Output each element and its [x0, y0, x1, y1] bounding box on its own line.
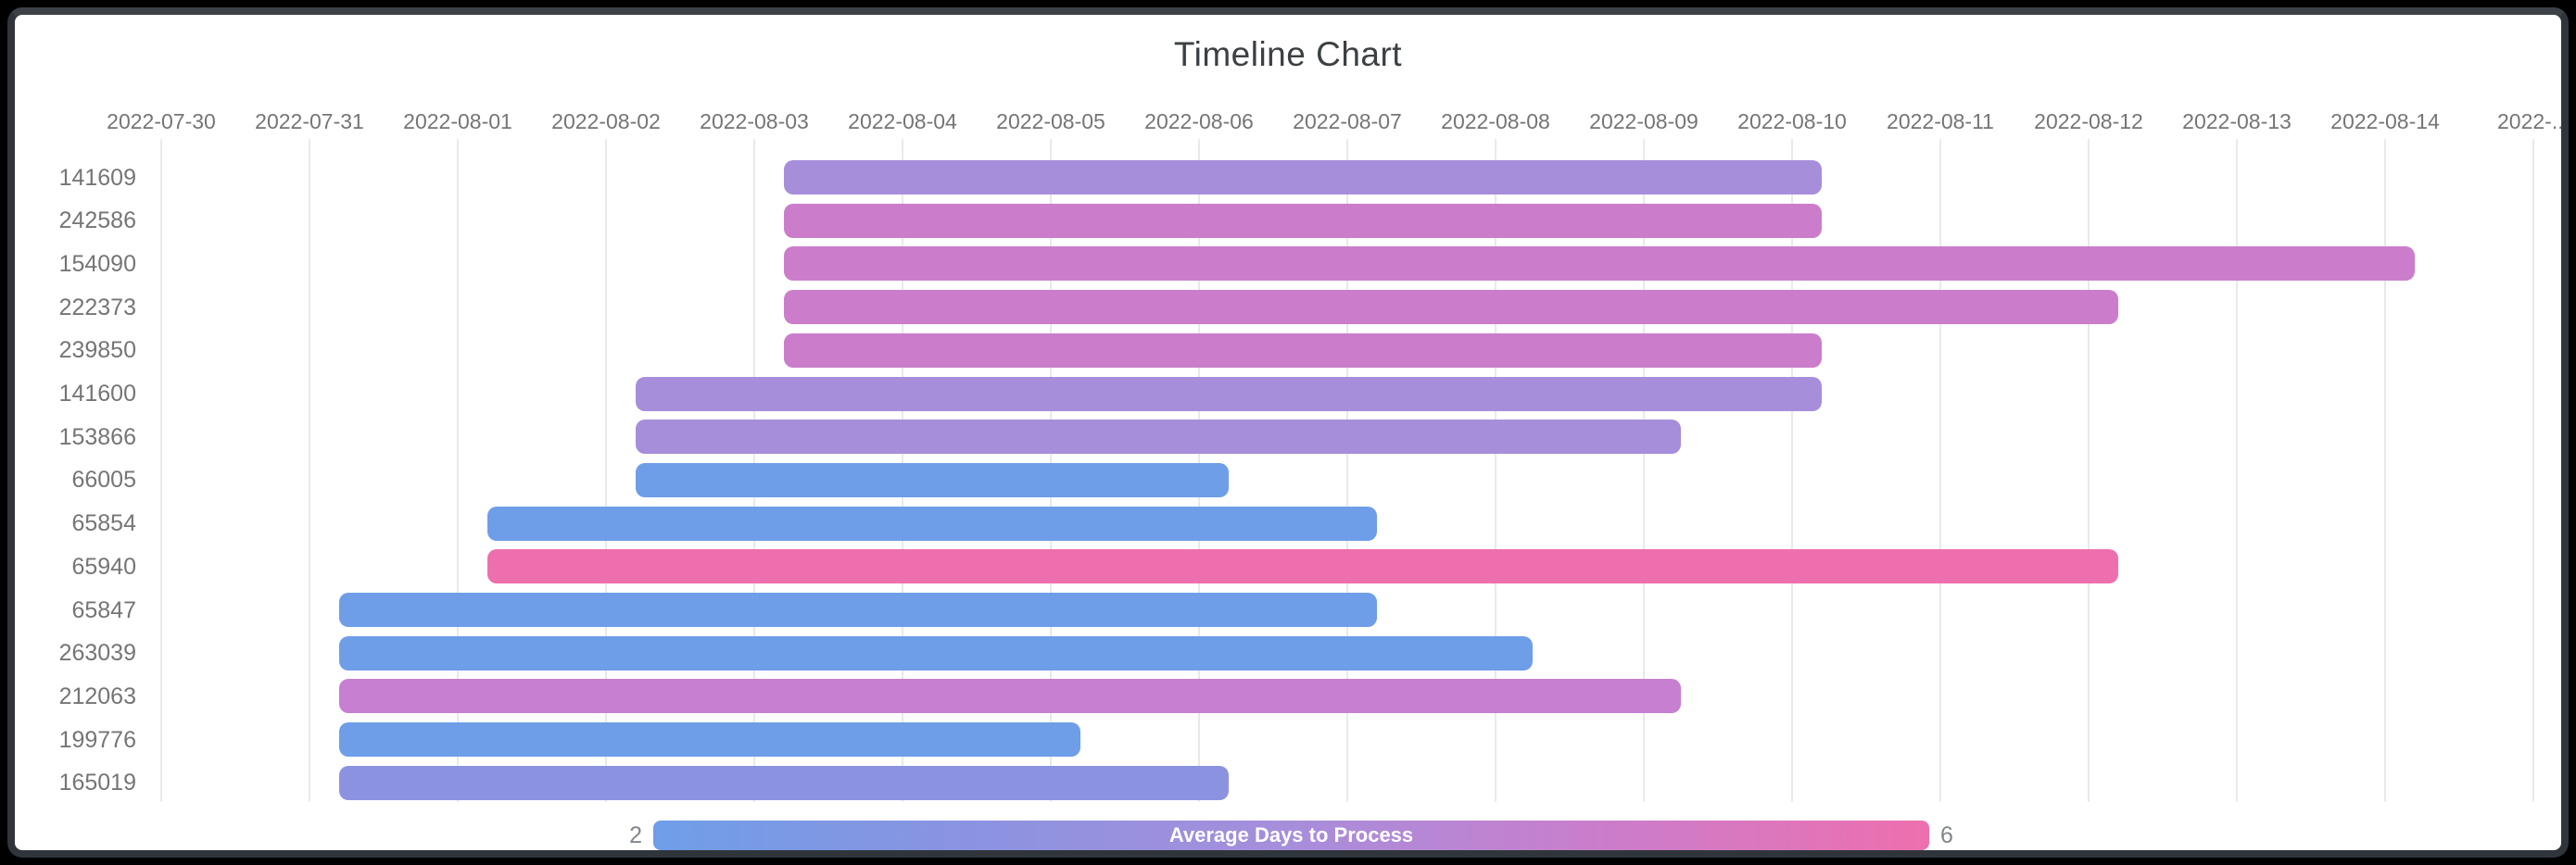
timeline-bar-66005[interactable]: [636, 462, 1229, 497]
gridline: [2384, 139, 2386, 802]
gridline: [2236, 139, 2238, 802]
x-tick-label: 2022-...: [2497, 109, 2569, 133]
y-tick-label: 222373: [58, 294, 136, 320]
timeline-bar-65940[interactable]: [487, 549, 2118, 584]
x-tick-label: 2022-08-01: [403, 109, 512, 133]
y-tick-label: 199776: [58, 726, 136, 753]
x-tick-label: 2022-08-14: [2330, 109, 2440, 133]
timeline-bar-141609[interactable]: [784, 160, 1822, 194]
x-tick-label: 2022-07-31: [255, 109, 364, 133]
x-tick-label: 2022-07-30: [107, 109, 216, 133]
timeline-bar-199776[interactable]: [339, 722, 1080, 758]
x-tick-label: 2022-08-09: [1589, 109, 1698, 133]
gridline: [1791, 139, 1793, 802]
gridline: [605, 139, 607, 802]
timeline-bar-153866[interactable]: [636, 420, 1681, 455]
gridline: [160, 139, 162, 802]
chart-card: Timeline Chart 2022-07-30 2022-07-31 2022-…: [7, 7, 2569, 858]
y-tick-label: 165019: [58, 770, 136, 796]
y-tick-label: 263039: [58, 640, 136, 667]
gridline: [2088, 139, 2090, 802]
y-tick-label: 65847: [71, 596, 136, 623]
timeline-bar-141600[interactable]: [636, 376, 1822, 411]
x-tick-label: 2022-08-07: [1293, 109, 1402, 133]
legend-gradient-bar: Average Days to Process: [653, 821, 1929, 850]
y-tick-label: 153866: [58, 423, 136, 450]
x-tick-label: 2022-08-03: [700, 109, 809, 133]
x-tick-label: 2022-08-08: [1441, 109, 1550, 133]
y-tick-label: 242586: [58, 207, 136, 234]
y-tick-label: 239850: [58, 337, 136, 364]
y-tick-label: 154090: [58, 250, 136, 277]
timeline-bar-222373[interactable]: [784, 290, 2118, 325]
x-tick-label: 2022-08-10: [1737, 109, 1847, 133]
chart-title: Timeline Chart: [1173, 35, 1403, 73]
gridline: [1495, 139, 1496, 802]
y-tick-label: 66005: [71, 467, 136, 494]
legend-min-value: 2: [629, 822, 642, 848]
x-tick-label: 2022-08-11: [1887, 109, 1994, 133]
gridline: [1346, 139, 1348, 802]
gridline: [1939, 139, 1941, 802]
x-tick-label: 2022-08-04: [848, 109, 957, 133]
timeline-bar-154090[interactable]: [784, 246, 2415, 282]
x-tick-label: 2022-08-06: [1144, 109, 1254, 133]
gridline: [2532, 139, 2534, 802]
timeline-bar-165019[interactable]: [339, 765, 1229, 800]
timeline-bar-65847[interactable]: [339, 593, 1377, 627]
x-tick-label: 2022-08-02: [551, 109, 661, 133]
timeline-bar-242586[interactable]: [784, 203, 1822, 238]
legend-title: Average Days to Process: [1168, 823, 1414, 846]
y-tick-label: 212063: [58, 683, 136, 709]
timeline-bar-239850[interactable]: [784, 332, 1822, 368]
timeline-bar-263039[interactable]: [339, 635, 1533, 671]
y-tick-label: 65854: [71, 510, 136, 537]
y-tick-label: 141609: [58, 164, 136, 191]
timeline-bar-212063[interactable]: [339, 679, 1681, 714]
gridline: [1643, 139, 1645, 802]
legend-max-value: 6: [1940, 822, 1953, 848]
y-tick-label: 141600: [58, 381, 136, 407]
x-tick-label: 2022-08-05: [996, 109, 1105, 133]
x-tick-label: 2022-08-12: [2034, 109, 2143, 133]
gridline: [457, 139, 459, 802]
y-tick-label: 65940: [71, 553, 136, 580]
timeline-bar-65854[interactable]: [487, 506, 1377, 541]
x-tick-label: 2022-08-13: [2182, 109, 2292, 133]
gridline: [309, 139, 310, 802]
